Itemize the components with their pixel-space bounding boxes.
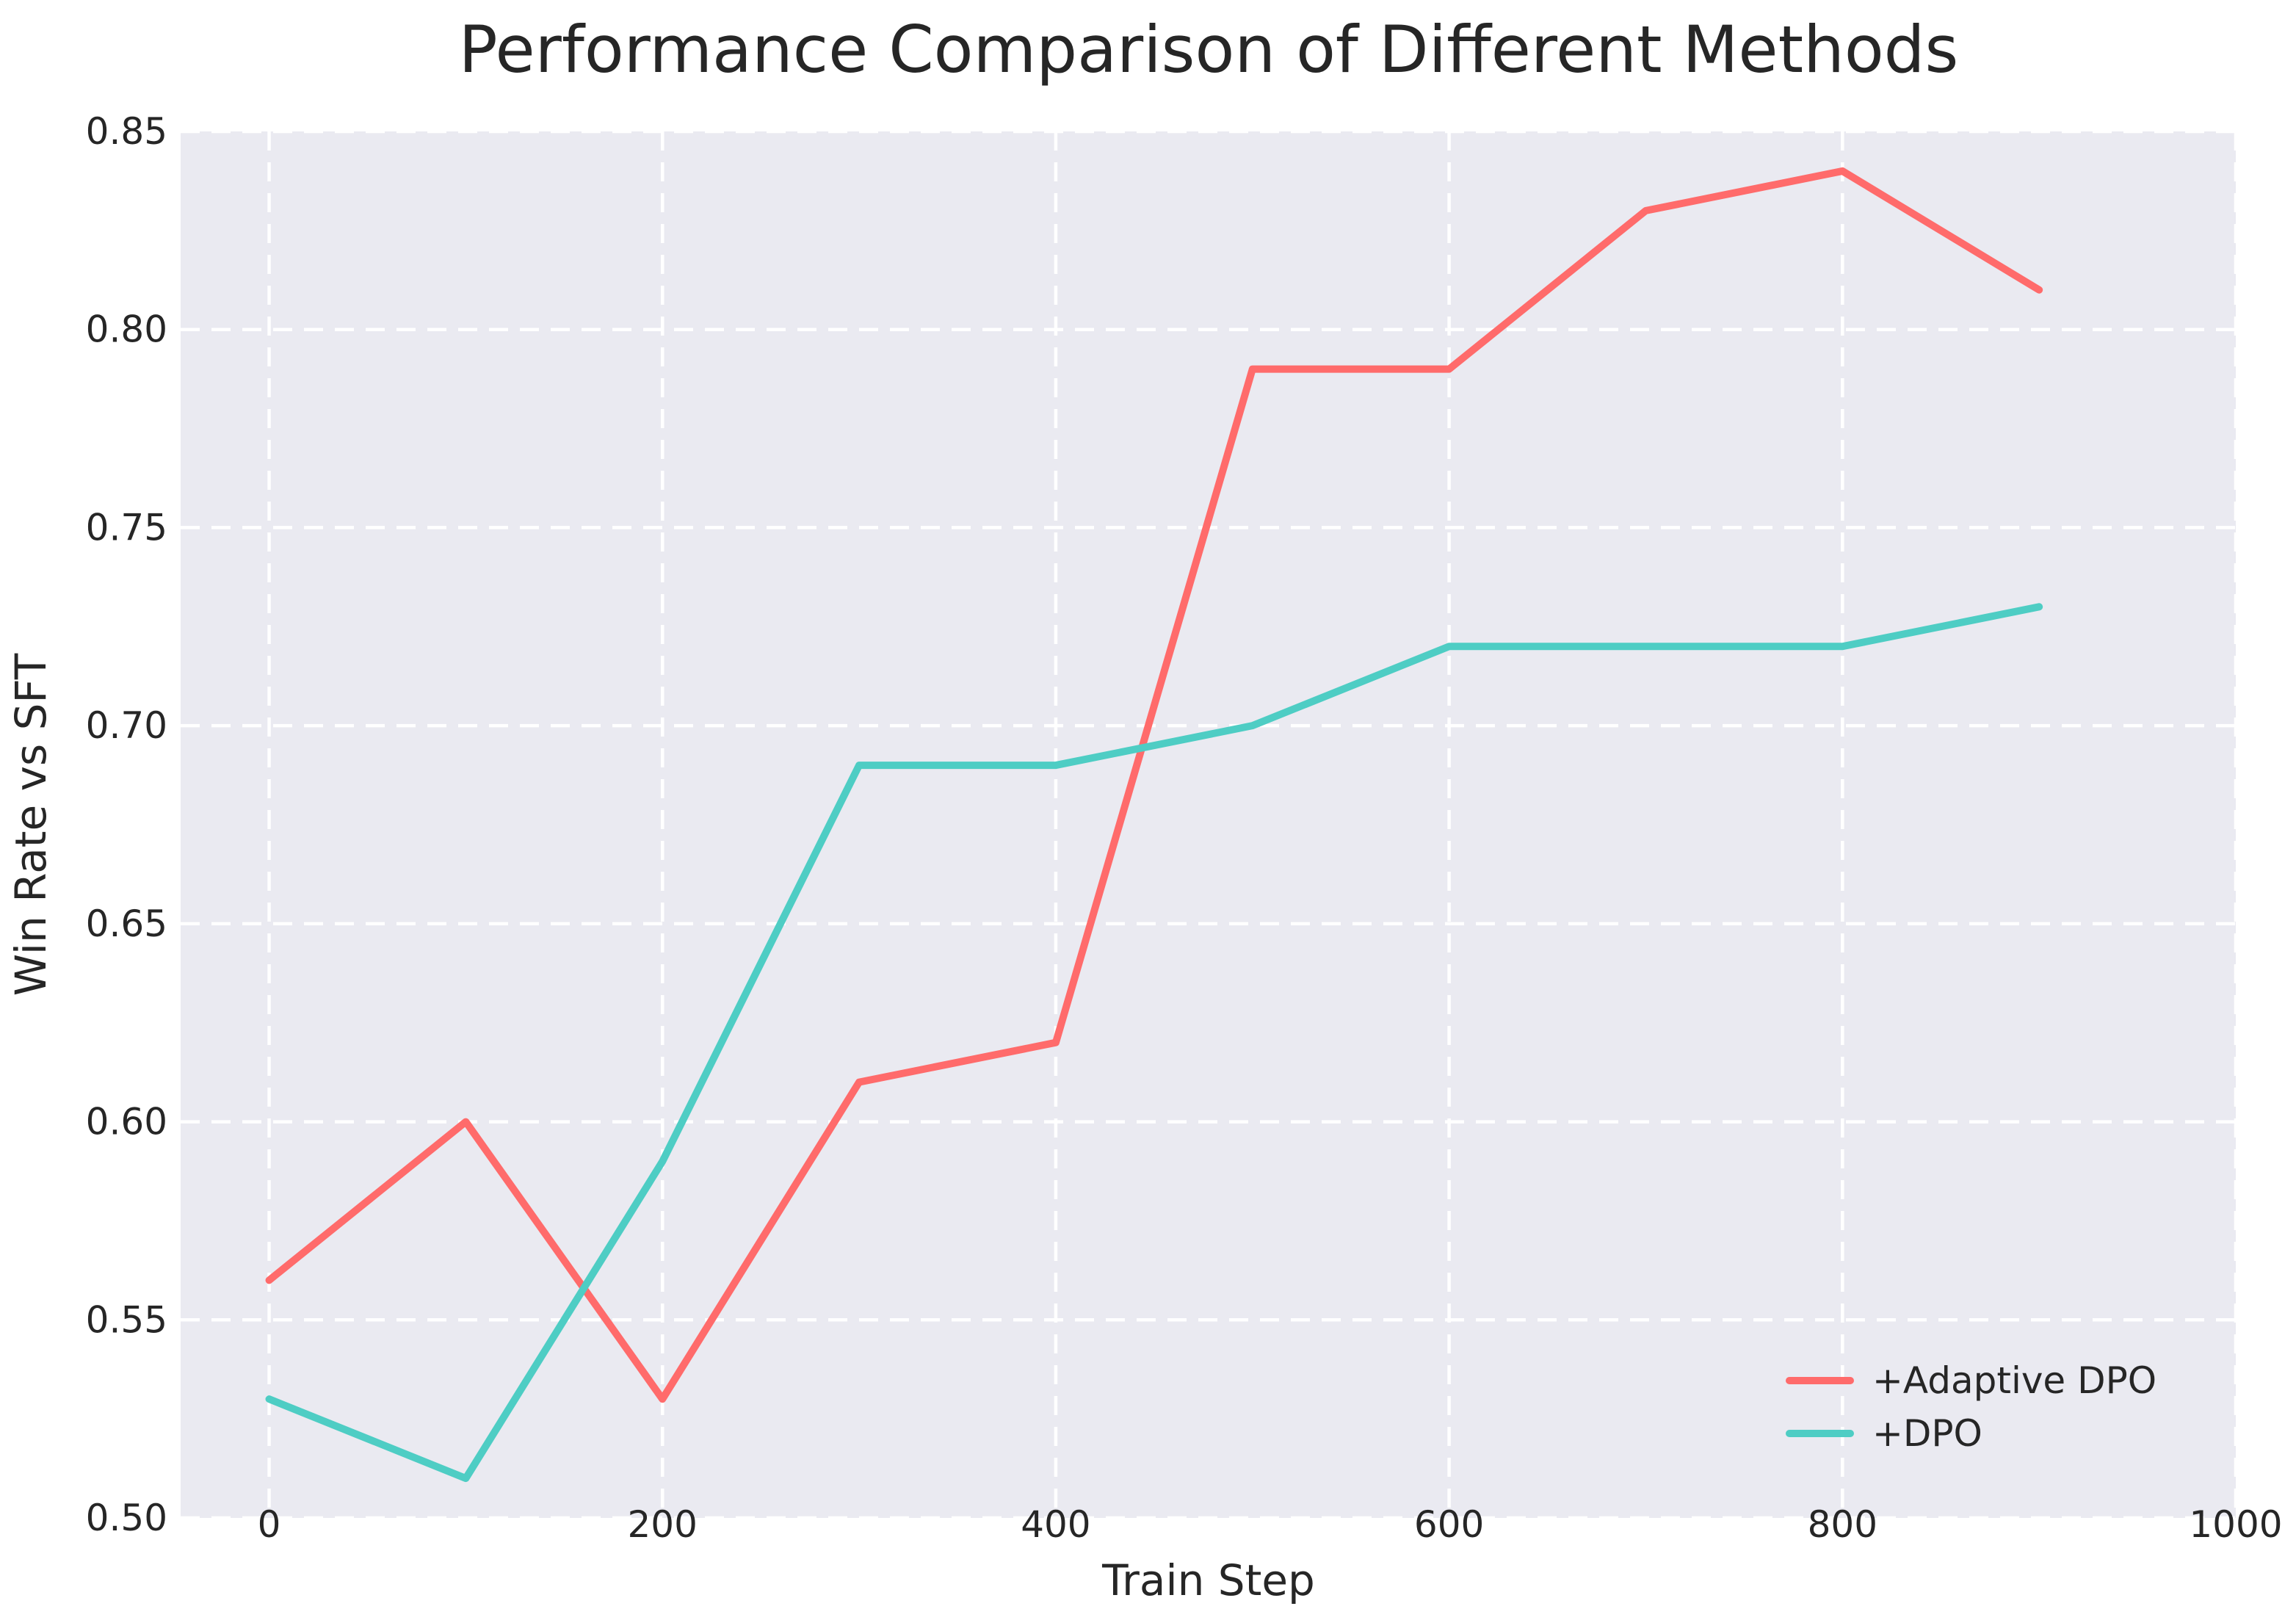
x-tick-label: 800 [1808, 1503, 1877, 1546]
x-tick-labels: 0 200 400 600 800 1000 [258, 1503, 2283, 1546]
series-line-adaptive-dpo [265, 167, 2043, 1403]
legend: +Adaptive DPO +DPO [1786, 1359, 2156, 1455]
x-tick-label: 0 [258, 1503, 281, 1546]
y-tick-labels: 0.50 0.55 0.60 0.65 0.70 0.75 0.80 0.85 [86, 110, 167, 1539]
y-tick-label: 0.80 [86, 308, 167, 351]
y-axis-label: Win Rate vs SFT [6, 653, 56, 996]
y-tick-label: 0.85 [86, 110, 167, 153]
chart-title: Performance Comparison of Different Meth… [459, 12, 1959, 87]
plot-area [181, 131, 2236, 1518]
y-tick-label: 0.70 [86, 704, 167, 747]
x-tick-label: 1000 [2189, 1503, 2282, 1546]
gridlines [181, 129, 2238, 1520]
x-tick-label: 400 [1021, 1503, 1090, 1546]
y-tick-label: 0.75 [86, 506, 167, 549]
x-tick-label: 600 [1414, 1503, 1484, 1546]
series-line-dpo [265, 603, 2043, 1483]
x-tick-label: 200 [628, 1503, 698, 1546]
legend-label-adaptive-dpo: +Adaptive DPO [1872, 1359, 2156, 1402]
y-tick-label: 0.50 [86, 1497, 167, 1539]
y-tick-label: 0.65 [86, 903, 167, 945]
legend-label-dpo: +DPO [1872, 1412, 1982, 1455]
y-tick-label: 0.60 [86, 1101, 167, 1143]
x-axis-label: Train Step [1101, 1555, 1315, 1605]
series-lines [265, 167, 2043, 1483]
y-tick-label: 0.55 [86, 1298, 167, 1341]
